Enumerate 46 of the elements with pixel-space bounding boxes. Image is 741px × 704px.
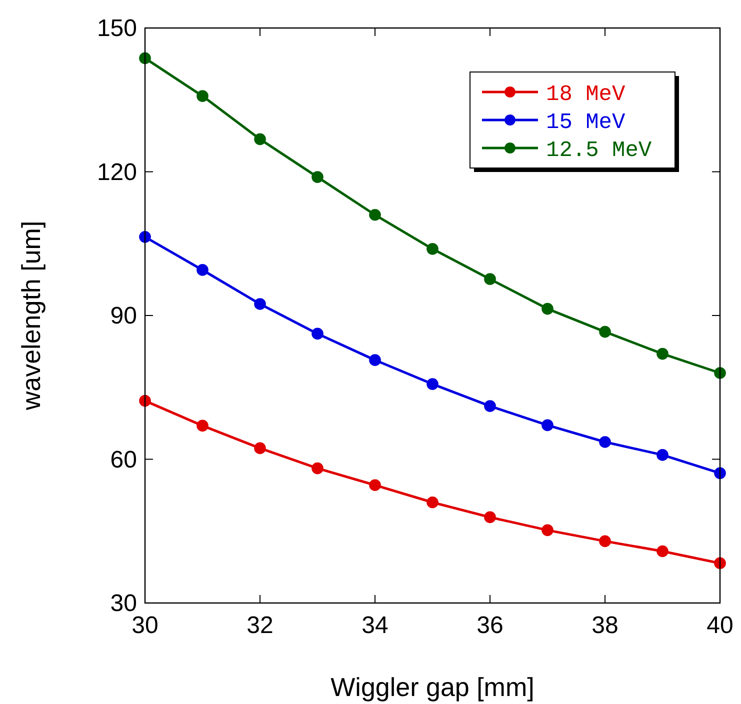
point <box>196 264 208 276</box>
point <box>599 535 611 548</box>
point <box>196 420 208 432</box>
y-tick-label: 150 <box>96 15 137 42</box>
legend-label: 18 MeV <box>546 82 626 107</box>
point <box>599 436 611 448</box>
point <box>139 231 151 243</box>
point <box>254 133 266 146</box>
point <box>369 479 381 492</box>
x-tick-label: 32 <box>246 612 274 639</box>
point <box>426 378 438 390</box>
y-axis-title: wavelength [um] <box>16 220 46 412</box>
legend-label: 12.5 MeV <box>546 138 652 163</box>
point <box>542 524 554 536</box>
x-tick-label: 38 <box>592 612 618 639</box>
point <box>542 419 554 432</box>
point <box>656 449 668 461</box>
point <box>196 90 208 102</box>
point <box>426 242 438 255</box>
point <box>369 208 381 221</box>
point <box>484 400 496 412</box>
point <box>254 298 266 310</box>
point <box>656 545 668 558</box>
x-tick-label: 34 <box>362 612 388 639</box>
point <box>714 467 726 480</box>
point <box>426 496 438 508</box>
point <box>714 557 726 570</box>
point <box>139 394 151 407</box>
y-tick-label: 60 <box>110 446 137 474</box>
point <box>312 462 324 474</box>
point <box>254 442 266 454</box>
point <box>542 302 554 315</box>
point <box>484 511 496 524</box>
legend-label: 15 MeV <box>546 110 626 135</box>
point <box>484 273 496 285</box>
point <box>656 348 668 360</box>
x-tick-label: 36 <box>476 612 504 639</box>
x-tick-label: 40 <box>706 612 734 639</box>
point <box>599 326 611 338</box>
point <box>369 354 381 366</box>
y-tick-label: 120 <box>96 158 137 186</box>
y-tick-label: 90 <box>110 302 137 330</box>
point <box>312 171 324 183</box>
x-axis-title: Wiggler gap [mm] <box>330 672 534 702</box>
point <box>139 52 151 64</box>
point <box>312 328 324 340</box>
